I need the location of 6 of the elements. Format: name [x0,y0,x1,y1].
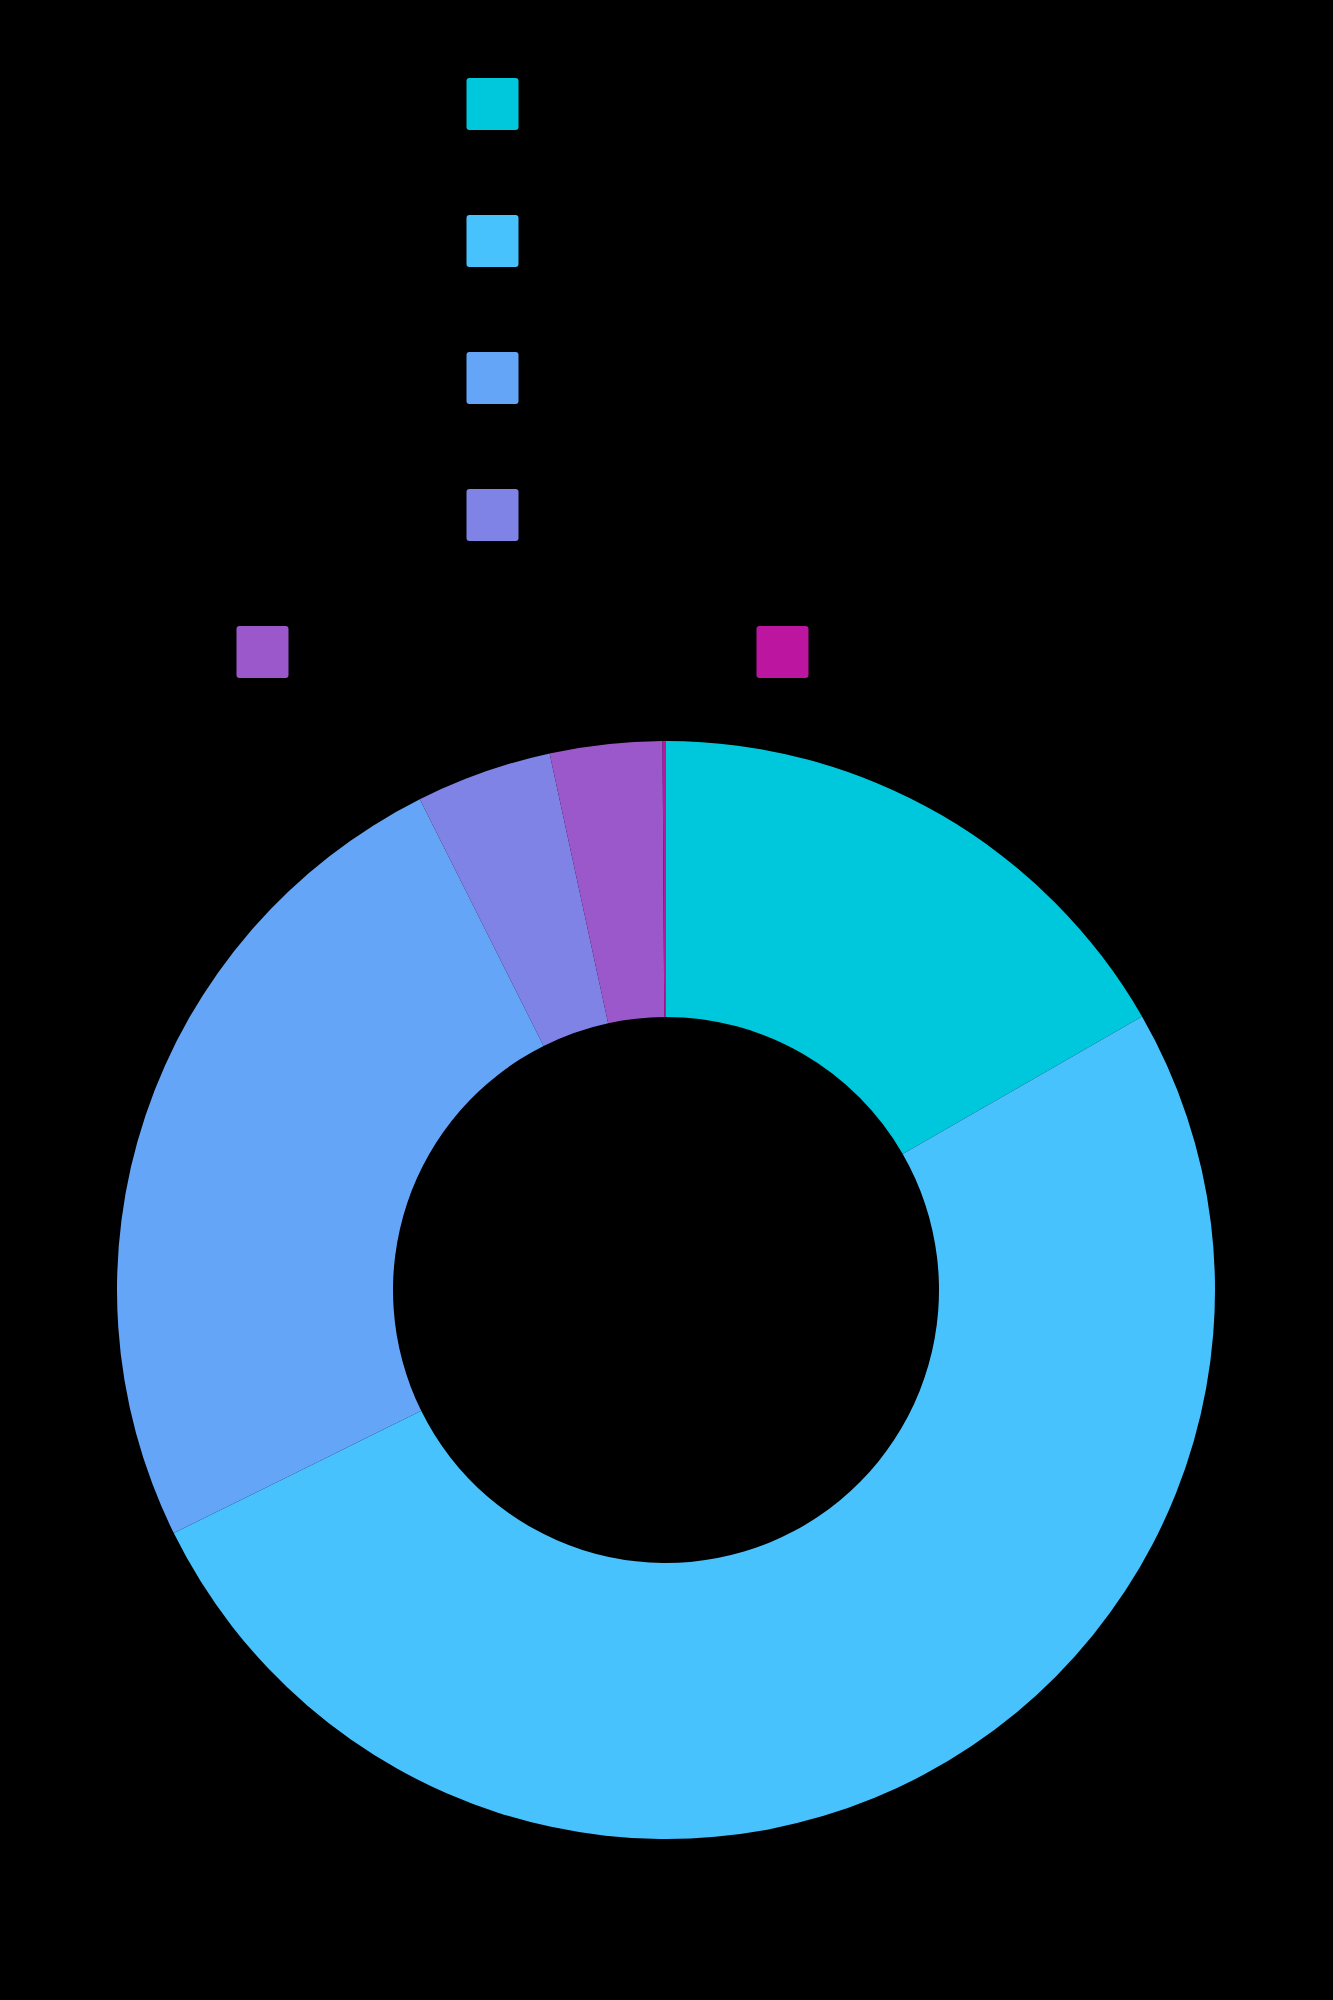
donut-slice [173,1016,1215,1839]
donut-slice [662,741,666,1018]
donut-slice [117,799,544,1534]
donut-slice [666,741,1143,1154]
donut-slice [549,741,665,1024]
donut-slice [419,753,609,1046]
